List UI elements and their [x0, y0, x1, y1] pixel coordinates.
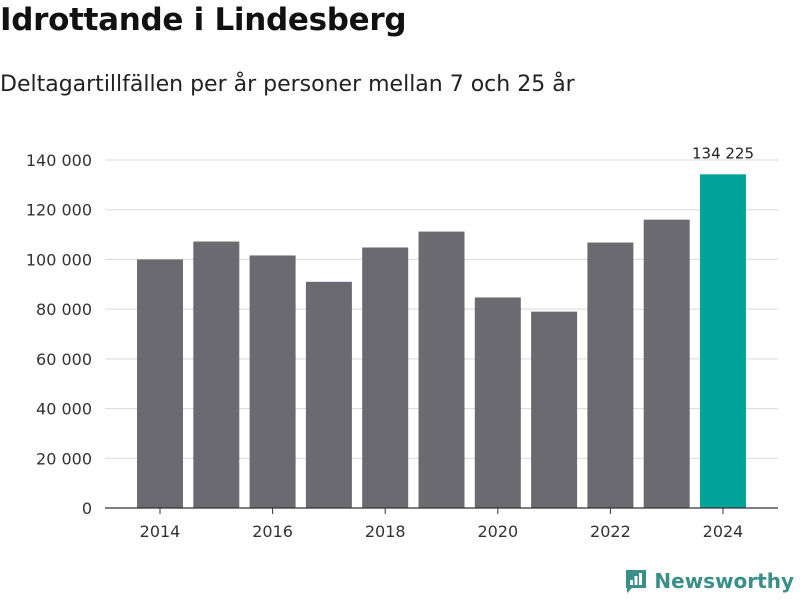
x-tick-label: 2014: [140, 522, 181, 541]
data-label: 134 225: [692, 144, 754, 162]
bar-2021: [531, 311, 578, 508]
bar-2020: [474, 297, 521, 508]
bar-2023: [643, 219, 690, 508]
y-tick-label: 40 000: [36, 400, 92, 419]
y-tick-label: 0: [82, 499, 92, 518]
chart-subtitle: Deltagartillfällen per år personer mella…: [0, 72, 575, 97]
bar-2019: [418, 231, 465, 509]
bar-2018: [362, 247, 409, 509]
bar-2017: [305, 281, 352, 508]
y-tick-label: 140 000: [26, 151, 92, 170]
x-tick-label: 2024: [703, 522, 744, 541]
y-tick-label: 80 000: [36, 300, 92, 319]
y-tick-label: 120 000: [26, 201, 92, 220]
bar-2024: [700, 174, 746, 509]
brand-logo: Newsworthy: [624, 568, 794, 594]
x-tick-label: 2020: [477, 522, 518, 541]
y-tick-label: 100 000: [26, 250, 92, 269]
x-tick-label: 2016: [252, 522, 293, 541]
chart-title: Idrottande i Lindesberg: [0, 2, 407, 38]
newsworthy-logo-icon: [626, 570, 647, 593]
x-tick-label: 2018: [365, 522, 406, 541]
bar-2016: [249, 255, 296, 508]
bar-2022: [587, 242, 634, 509]
y-tick-label: 60 000: [36, 350, 92, 369]
x-tick-label: 2022: [590, 522, 631, 541]
y-tick-label: 20 000: [36, 449, 92, 468]
bar-2015: [193, 241, 240, 508]
bar-2014: [137, 259, 183, 508]
brand-name: Newsworthy: [654, 569, 794, 593]
